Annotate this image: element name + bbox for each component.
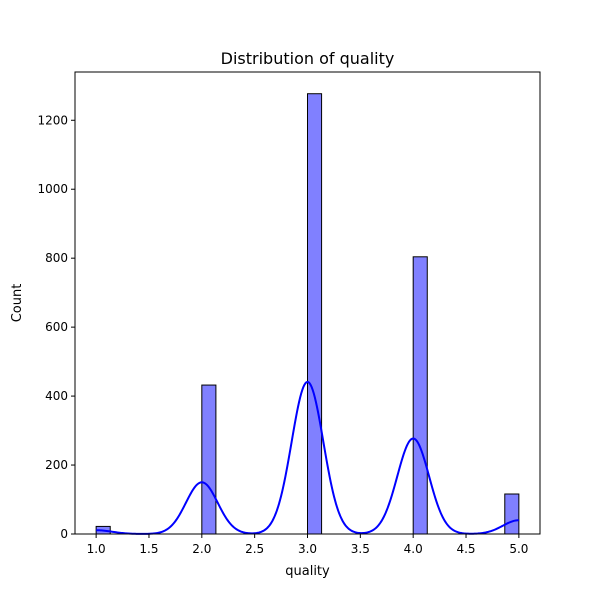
- histogram-bar: [201, 384, 217, 535]
- y-axis-label: Count: [10, 284, 25, 323]
- chart-title: Distribution of quality: [221, 49, 395, 68]
- x-tick-label: 2.5: [245, 542, 264, 556]
- x-tick-label: 4.5: [456, 542, 475, 556]
- y-tick-label: 400: [45, 389, 68, 403]
- x-tick-label: 5.0: [509, 542, 528, 556]
- y-tick-label: 1000: [37, 182, 68, 196]
- x-tick-label: 4.0: [404, 542, 423, 556]
- y-axis-ticks: 0 200 400 600 800 1000 1200: [37, 113, 75, 541]
- x-tick-label: 1.5: [139, 542, 158, 556]
- kde-curve: [96, 380, 519, 535]
- x-tick-label: 2.0: [192, 542, 211, 556]
- histogram-bar: [307, 93, 323, 535]
- y-tick-label: 200: [45, 458, 68, 472]
- y-tick-label: 800: [45, 251, 68, 265]
- y-tick-label: 0: [60, 527, 68, 541]
- histogram-bars: [95, 93, 520, 535]
- x-axis-ticks: 1.0 1.5 2.0 2.5 3.0 3.5 4.0 4.5 5.0: [87, 534, 528, 556]
- x-tick-label: 3.0: [298, 542, 317, 556]
- x-tick-label: 3.5: [351, 542, 370, 556]
- x-tick-label: 1.0: [87, 542, 106, 556]
- histogram-bar: [412, 256, 428, 535]
- y-tick-label: 1200: [37, 113, 68, 127]
- y-tick-label: 600: [45, 320, 68, 334]
- x-axis-label: quality: [285, 564, 330, 579]
- histogram-bar: [504, 493, 520, 535]
